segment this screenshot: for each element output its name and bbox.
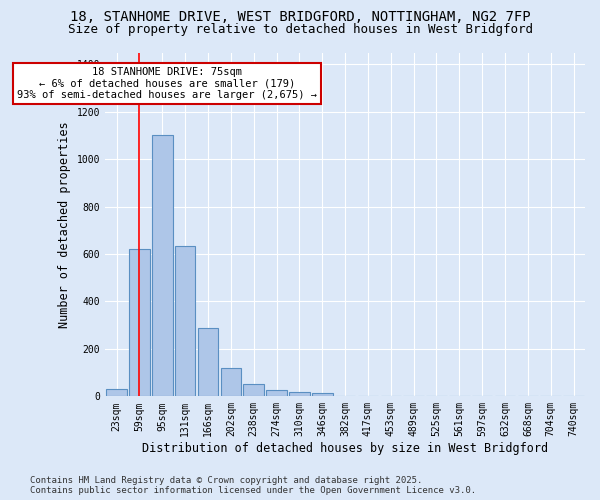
Bar	[198, 328, 218, 396]
Text: 18, STANHOME DRIVE, WEST BRIDGFORD, NOTTINGHAM, NG2 7FP: 18, STANHOME DRIVE, WEST BRIDGFORD, NOTT…	[70, 10, 530, 24]
Y-axis label: Number of detached properties: Number of detached properties	[58, 121, 71, 328]
Bar	[312, 394, 332, 396]
Text: Contains HM Land Registry data © Crown copyright and database right 2025.
Contai: Contains HM Land Registry data © Crown c…	[30, 476, 476, 495]
Bar	[152, 136, 173, 396]
Text: 18 STANHOME DRIVE: 75sqm
← 6% of detached houses are smaller (179)
93% of semi-d: 18 STANHOME DRIVE: 75sqm ← 6% of detache…	[17, 66, 317, 100]
Bar	[289, 392, 310, 396]
X-axis label: Distribution of detached houses by size in West Bridgford: Distribution of detached houses by size …	[142, 442, 548, 455]
Bar	[106, 389, 127, 396]
Bar	[221, 368, 241, 396]
Bar	[129, 250, 150, 396]
Bar	[175, 246, 196, 396]
Bar	[266, 390, 287, 396]
Bar	[244, 384, 264, 396]
Text: Size of property relative to detached houses in West Bridgford: Size of property relative to detached ho…	[67, 22, 533, 36]
